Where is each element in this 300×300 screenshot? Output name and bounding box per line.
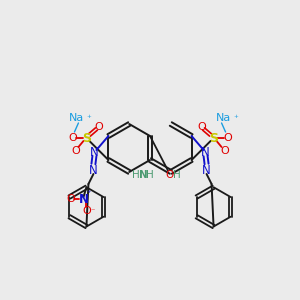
Text: O: O	[223, 133, 232, 143]
Text: O: O	[82, 206, 91, 216]
Text: ⁺: ⁺	[86, 113, 91, 122]
Text: O: O	[68, 133, 77, 143]
Text: N: N	[201, 146, 210, 158]
Text: ⁺: ⁺	[233, 113, 238, 122]
Text: Na: Na	[216, 113, 231, 123]
Text: S: S	[82, 131, 91, 145]
Text: S: S	[209, 131, 218, 145]
Text: ⁻: ⁻	[76, 136, 81, 145]
Text: H: H	[146, 169, 154, 180]
Text: ⁺: ⁺	[86, 189, 91, 198]
Text: O: O	[166, 169, 174, 180]
Text: O: O	[71, 146, 80, 156]
Text: N: N	[139, 169, 147, 180]
Text: H: H	[173, 169, 181, 180]
Text: N: N	[202, 164, 211, 176]
Text: O: O	[66, 194, 75, 204]
Text: Na: Na	[69, 113, 84, 123]
Text: O: O	[94, 122, 103, 132]
Text: N: N	[90, 146, 99, 158]
Text: ⁻: ⁻	[90, 207, 94, 216]
Text: O: O	[220, 146, 229, 156]
Text: O: O	[197, 122, 206, 132]
Text: H: H	[132, 169, 140, 180]
Text: ⁻: ⁻	[219, 136, 224, 145]
Text: N: N	[89, 164, 98, 176]
Text: N: N	[78, 193, 88, 206]
